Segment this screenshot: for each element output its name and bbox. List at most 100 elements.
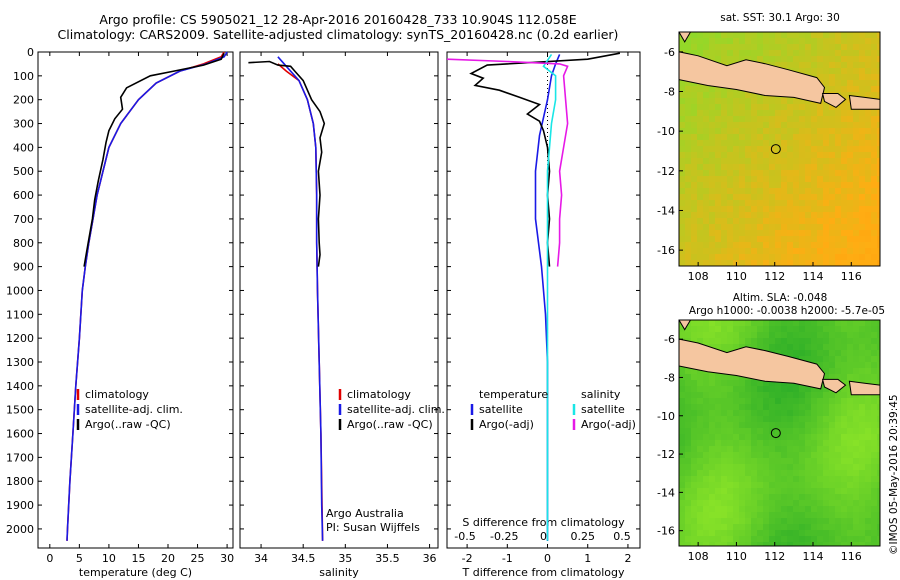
map-cell (823, 374, 829, 380)
map-cell (859, 446, 865, 452)
map-cell (877, 512, 880, 518)
map-cell (757, 422, 763, 428)
map-cell (769, 398, 775, 404)
map-cell (781, 56, 787, 62)
map-cell (757, 440, 763, 446)
map-cell (871, 446, 877, 452)
map-cell (763, 218, 769, 224)
map-cell (871, 152, 877, 158)
map-cell (859, 350, 865, 356)
map-cell (799, 236, 805, 242)
map-cell (811, 122, 817, 128)
map-cell (745, 176, 751, 182)
map-cell (835, 236, 841, 242)
map-cell (685, 476, 691, 482)
map-cell (685, 200, 691, 206)
map-cell (769, 542, 775, 546)
map-cell (733, 344, 739, 350)
map-cell (853, 512, 859, 518)
map-cell (841, 410, 847, 416)
map-cell (703, 200, 709, 206)
map-cell (775, 386, 781, 392)
map-cell (745, 98, 751, 104)
map-cell (787, 320, 793, 326)
map-cell (709, 128, 715, 134)
map-cell (853, 116, 859, 122)
map-cell (811, 188, 817, 194)
map-cell (865, 110, 871, 116)
map-cell (823, 482, 829, 488)
map-cell (751, 344, 757, 350)
map-cell (811, 32, 817, 38)
map-cell (781, 152, 787, 158)
map-cell (871, 170, 877, 176)
map-cell (703, 386, 709, 392)
map-cell (739, 518, 745, 524)
map-cell (799, 218, 805, 224)
map-cell (811, 158, 817, 164)
map-cell (715, 230, 721, 236)
map-cell (781, 386, 787, 392)
x-tick-label: 20 (161, 552, 175, 565)
map-cell (865, 350, 871, 356)
map-cell (751, 206, 757, 212)
map-cell (685, 260, 691, 266)
map-cell (733, 182, 739, 188)
map-cell (829, 542, 835, 546)
map-cell (841, 338, 847, 344)
map-cell (877, 470, 880, 476)
map-cell (739, 494, 745, 500)
map-cell (679, 530, 685, 536)
map-cell (757, 464, 763, 470)
map-cell (823, 218, 829, 224)
map-cell (751, 416, 757, 422)
map-cell (793, 320, 799, 326)
map-cell (817, 488, 823, 494)
map-cell (679, 206, 685, 212)
map-cell (871, 542, 877, 546)
map-cell (859, 68, 865, 74)
map-cell (727, 470, 733, 476)
map-cell (733, 416, 739, 422)
sst-map-title: sat. SST: 30.1 Argo: 30 (720, 12, 840, 24)
map-cell (703, 536, 709, 542)
map-cell (817, 200, 823, 206)
map-cell (685, 506, 691, 512)
legend-title: salinity (581, 388, 621, 401)
map-cell (757, 524, 763, 530)
map-cell (829, 212, 835, 218)
map-cell (811, 500, 817, 506)
map-cell (709, 422, 715, 428)
map-cell (745, 188, 751, 194)
map-cell (745, 410, 751, 416)
map-cell (751, 404, 757, 410)
map-cell (715, 92, 721, 98)
x-tick-label: 35 (338, 552, 352, 565)
map-cell (775, 206, 781, 212)
map-cell (793, 212, 799, 218)
map-cell (787, 194, 793, 200)
map-cell (679, 404, 685, 410)
map-cell (745, 482, 751, 488)
map-cell (853, 50, 859, 56)
map-cell (859, 356, 865, 362)
map-cell (751, 446, 757, 452)
map-cell (769, 320, 775, 326)
x-tick-label: 25 (191, 552, 205, 565)
map-cell (733, 140, 739, 146)
map-cell (853, 80, 859, 86)
salinity-panel-xlabel: salinity (319, 566, 359, 579)
map-cell (847, 446, 853, 452)
map-cell (745, 224, 751, 230)
map-cell (691, 260, 697, 266)
map-cell (697, 338, 703, 344)
map-cell (877, 158, 880, 164)
map-cell (847, 368, 853, 374)
map-cell (877, 50, 880, 56)
map-cell (757, 98, 763, 104)
map-cell (721, 530, 727, 536)
map-cell (823, 164, 829, 170)
map-cell (853, 92, 859, 98)
map-cell (733, 176, 739, 182)
map-cell (739, 482, 745, 488)
